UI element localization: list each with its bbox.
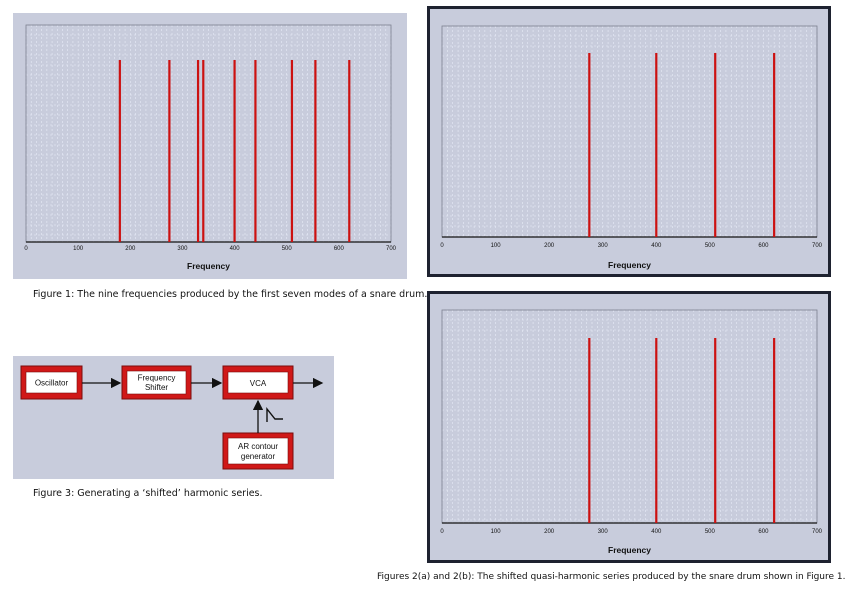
x-axis-title: Frequency: [608, 545, 651, 555]
ar-contour-generator-block: AR contour generator: [222, 432, 294, 470]
x-tick-label: 700: [386, 246, 397, 252]
x-tick-label: 200: [544, 243, 555, 249]
grid: [25, 24, 392, 242]
x-tick-label: 500: [282, 246, 293, 252]
envelope-shape-icon: [266, 407, 283, 422]
x-tick-label: 400: [651, 243, 662, 249]
x-tick-label: 500: [705, 243, 716, 249]
x-axis-title: Frequency: [187, 261, 230, 271]
x-tick-label: 100: [491, 243, 502, 249]
figure-2b-svg: 0 100 200 300 400 500 600 700 Frequency: [427, 291, 831, 563]
figure-2b-chart: 0 100 200 300 400 500 600 700 Frequency: [427, 291, 831, 563]
x-tick-label: 400: [651, 529, 662, 535]
x-tick-label: 700: [812, 529, 823, 535]
frequency-shifter-label-2: Shifter: [145, 383, 168, 392]
figure-3-svg: Oscillator Frequency Shifter VCA AR cont…: [13, 356, 334, 479]
frequency-shifter-block: Frequency Shifter: [121, 365, 192, 400]
figure-2a-svg: 0 100 200 300 400 500 600 700 Frequency: [427, 6, 831, 277]
figure-1-svg: 0 100 200 300 400 500 600 700 Frequency: [13, 13, 407, 279]
x-tick-label: 200: [544, 529, 555, 535]
ar-contour-label-2: generator: [241, 452, 276, 461]
figure-2-caption: Figures 2(a) and 2(b): The shifted quasi…: [377, 572, 846, 582]
x-axis-title: Frequency: [608, 260, 651, 270]
x-tick-label: 300: [598, 243, 609, 249]
grid: [441, 309, 818, 523]
x-tick-label: 700: [812, 243, 823, 249]
x-tick-label: 600: [334, 246, 345, 252]
x-tick-label: 100: [491, 529, 502, 535]
x-tick-label: 300: [177, 246, 188, 252]
chart-background: [13, 13, 407, 279]
x-tick-label: 400: [230, 246, 241, 252]
frequency-shifter-label-1: Frequency: [138, 374, 176, 383]
vca-label: VCA: [250, 379, 267, 388]
oscillator-label: Oscillator: [35, 379, 69, 388]
figure-2a-chart: 0 100 200 300 400 500 600 700 Frequency: [427, 6, 831, 277]
x-tick-label: 0: [440, 243, 444, 249]
x-tick-label: 0: [440, 529, 444, 535]
x-tick-label: 100: [73, 246, 84, 252]
x-tick-label: 600: [758, 243, 769, 249]
chart-background: [430, 9, 828, 274]
vca-block: VCA: [222, 365, 294, 400]
ar-contour-label-1: AR contour: [238, 442, 278, 451]
figure-3-diagram: Oscillator Frequency Shifter VCA AR cont…: [13, 356, 334, 479]
x-tick-label: 0: [24, 246, 28, 252]
x-tick-label: 200: [125, 246, 136, 252]
x-tick-label: 300: [598, 529, 609, 535]
figure-3-caption: Figure 3: Generating a ‘shifted’ harmoni…: [33, 488, 263, 499]
x-tick-label: 600: [758, 529, 769, 535]
figure-1-caption: Figure 1: The nine frequencies produced …: [33, 289, 428, 300]
chart-background: [430, 294, 828, 560]
figure-1-chart: 0 100 200 300 400 500 600 700 Frequency: [13, 13, 407, 279]
grid: [441, 25, 818, 237]
x-tick-label: 500: [705, 529, 716, 535]
oscillator-block: Oscillator: [20, 365, 83, 400]
